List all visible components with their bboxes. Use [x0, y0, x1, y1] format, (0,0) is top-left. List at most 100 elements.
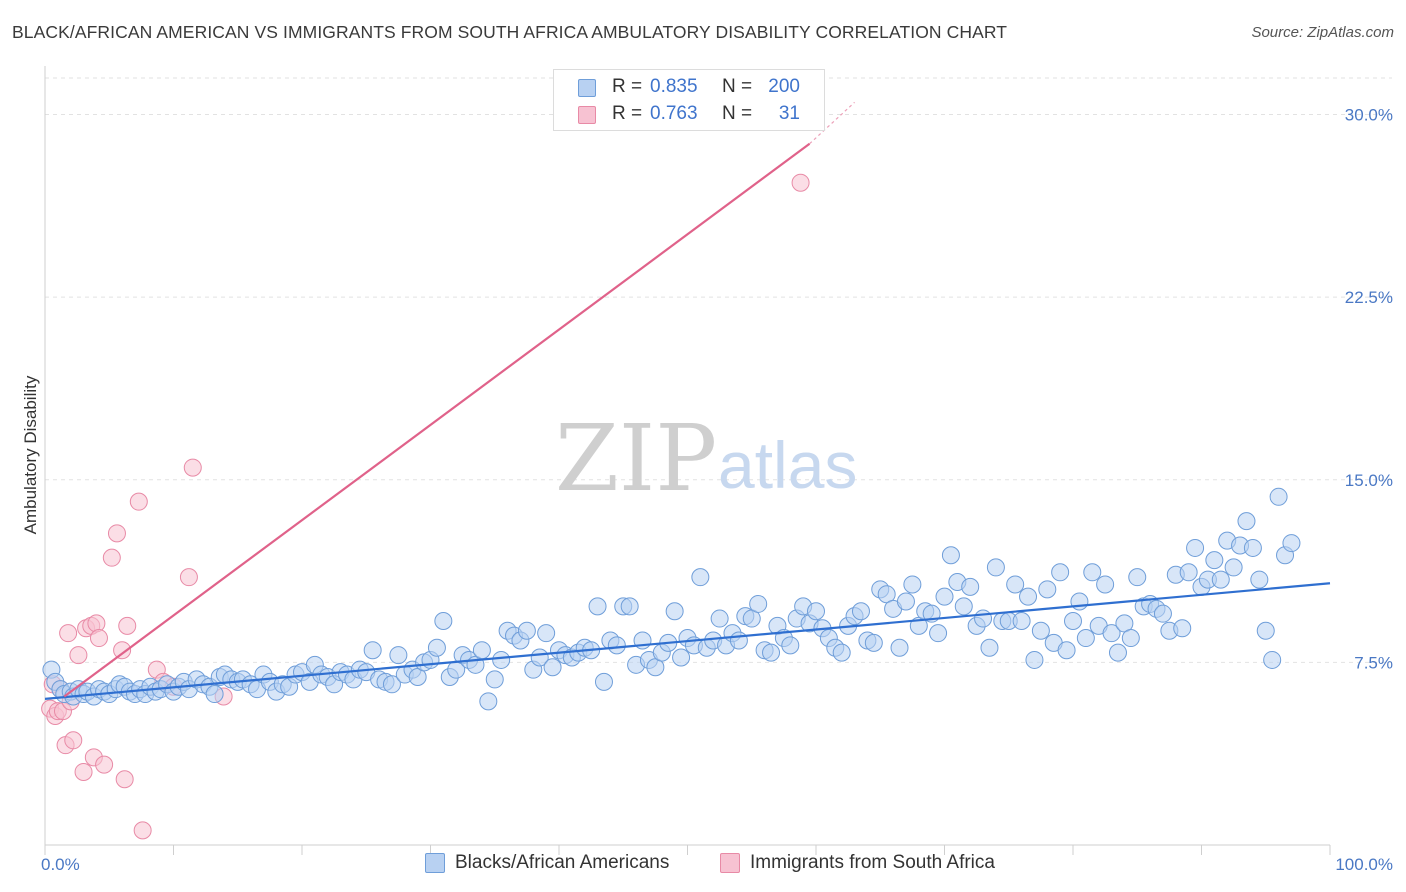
data-point-south-africa [89, 629, 108, 648]
source-label: Source: ZipAtlas.com [1251, 24, 1394, 41]
y-tick-label: 30.0% [1345, 106, 1393, 125]
data-point-black [974, 609, 993, 628]
data-point-black [781, 636, 800, 655]
data-point-black [1128, 568, 1147, 587]
data-point-south-africa [95, 755, 114, 774]
data-point-south-africa [129, 492, 148, 511]
data-point-south-africa [107, 524, 126, 543]
data-point-black [1173, 619, 1192, 638]
legend-r-label: R = [612, 76, 643, 97]
data-point-black [729, 631, 748, 650]
legend-row-south-africa: R = 0.763 N = 31 [554, 101, 824, 127]
data-point-black [1031, 621, 1050, 640]
data-point-black [1237, 512, 1256, 531]
data-point-black [1179, 563, 1198, 582]
data-point-south-africa [183, 458, 202, 477]
watermark: ZIP atlas [555, 405, 857, 512]
x-tick-labels: 0.0% 100.0% [41, 855, 1393, 874]
data-point-black [935, 587, 954, 606]
data-point-black [864, 633, 883, 652]
legend-r-value: 0.763 [650, 103, 698, 124]
legend-swatch-blue [578, 79, 596, 97]
data-point-black [851, 602, 870, 621]
data-point-black [762, 643, 781, 662]
data-point-black [1224, 558, 1243, 577]
data-point-black [1153, 604, 1172, 623]
data-point-black [1269, 487, 1288, 506]
trend-lines [44, 101, 1331, 701]
data-point-south-africa [59, 624, 78, 643]
trend-line-south-africa-extension [809, 101, 855, 145]
data-point-black [1057, 641, 1076, 660]
data-point-black [594, 672, 613, 691]
data-point-black [537, 624, 556, 643]
data-point-black [710, 609, 729, 628]
data-point-black [492, 650, 511, 669]
legend-swatch-pink [720, 853, 740, 873]
legend-n-label: N = [722, 103, 753, 124]
series-black-points [42, 487, 1301, 711]
watermark-atlas: atlas [718, 428, 857, 502]
data-point-south-africa [74, 762, 93, 781]
data-point-south-africa [64, 731, 83, 750]
data-point-black [205, 685, 224, 704]
data-point-black [896, 592, 915, 611]
data-point-black [1038, 580, 1057, 599]
legend-n-value: 200 [768, 76, 800, 97]
data-point-black [588, 597, 607, 616]
legend-n-value: 31 [778, 103, 800, 124]
y-tick-label: 7.5% [1354, 653, 1393, 672]
data-point-black [1108, 643, 1127, 662]
legend-label-black: Blacks/African Americans [455, 852, 670, 873]
data-point-black [929, 624, 948, 643]
data-point-black [807, 602, 825, 621]
x-tick-label: 100.0% [1335, 855, 1393, 874]
legend-label-south-africa: Immigrants from South Africa [750, 852, 995, 873]
data-point-black [665, 602, 684, 621]
data-point-black [1211, 570, 1230, 589]
data-point-black [672, 648, 691, 667]
legend-r-value: 0.835 [650, 76, 698, 97]
legend-swatch-pink [578, 106, 596, 124]
x-tick-label: 0.0% [41, 855, 80, 874]
chart-title: BLACK/AFRICAN AMERICAN VS IMMIGRANTS FRO… [12, 22, 1008, 42]
data-point-black [961, 577, 980, 596]
data-point-black [363, 641, 382, 660]
watermark-zip: ZIP [555, 405, 717, 512]
data-point-black [389, 646, 408, 665]
data-point-south-africa [102, 548, 121, 567]
y-tick-label: 15.0% [1345, 471, 1393, 490]
data-point-black [1051, 563, 1070, 582]
data-point-black [1121, 629, 1140, 648]
data-point-black [941, 546, 960, 565]
data-point-south-africa [791, 173, 810, 192]
data-point-south-africa [113, 641, 132, 660]
data-point-black [1096, 575, 1115, 594]
trend-line-black [44, 582, 1331, 701]
data-point-black [479, 692, 498, 711]
data-point-black [1006, 575, 1025, 594]
data-point-black [1076, 629, 1095, 648]
data-point-black [485, 670, 504, 689]
data-point-black [691, 568, 710, 587]
data-point-black [749, 594, 768, 613]
data-point-black [517, 621, 536, 640]
data-point-black [1025, 650, 1044, 669]
y-axis-label: Ambulatory Disability [21, 375, 40, 534]
data-point-black [1019, 587, 1038, 606]
data-point-black [472, 641, 491, 660]
data-point-black [1263, 650, 1282, 669]
data-point-black [980, 638, 999, 657]
data-point-black [986, 558, 1005, 577]
data-point-black [1083, 563, 1102, 582]
data-point-black [1256, 621, 1275, 640]
data-point-black [1102, 624, 1121, 643]
data-point-black [890, 638, 909, 657]
data-point-black [427, 638, 446, 657]
legend-r-label: R = [612, 103, 643, 124]
data-point-black [543, 658, 562, 677]
data-point-black [1064, 611, 1082, 630]
stats-legend: R = 0.835 N = 200 R = 0.763 N = 31 [553, 69, 825, 131]
data-point-south-africa [118, 616, 137, 635]
data-point-black [1250, 570, 1269, 589]
